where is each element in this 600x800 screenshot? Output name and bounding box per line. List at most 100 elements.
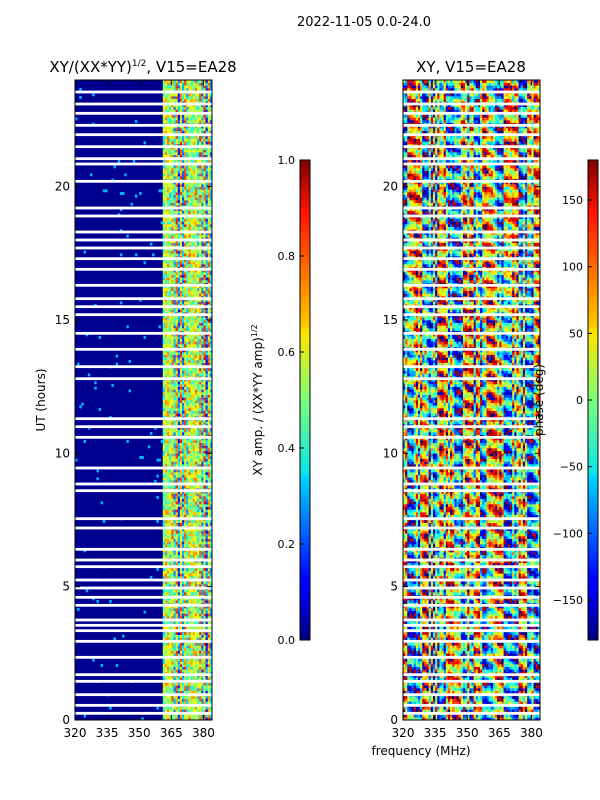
amplitude-cell	[188, 696, 191, 699]
amplitude-cell	[186, 301, 189, 305]
amplitude-cell	[175, 688, 179, 691]
amplitude-cell	[167, 405, 170, 409]
amplitude-cell	[184, 554, 187, 558]
amplitude-cell	[207, 589, 211, 593]
amplitude-cell	[173, 648, 176, 651]
amplitude-cell	[209, 165, 212, 169]
amplitude-cell	[209, 301, 212, 305]
amplitude-cell	[184, 688, 187, 691]
amplitude-cell	[162, 650, 166, 654]
amplitude-cell	[197, 298, 200, 302]
amplitude-cell	[209, 701, 212, 705]
amplitude-cell	[209, 442, 212, 446]
amplitude-cell	[167, 682, 170, 686]
amplitude-cell	[209, 616, 212, 619]
amplitude-cell	[164, 717, 168, 720]
amplitude-cell	[207, 362, 211, 366]
amplitude-cell	[182, 168, 185, 171]
amplitude-cell	[201, 181, 204, 185]
amplitude-cell	[162, 277, 166, 281]
amplitude-cell	[175, 274, 179, 278]
amplitude-cell	[179, 373, 183, 377]
amplitude-cell	[197, 458, 200, 462]
amplitude-cell	[190, 250, 194, 254]
amplitude-cell	[184, 490, 187, 494]
amplitude-cell	[164, 192, 168, 195]
amplitude-cell	[209, 322, 212, 326]
amplitude-cell	[182, 621, 185, 625]
amplitude-cell	[205, 373, 209, 377]
amplitude-cell	[175, 309, 179, 313]
amplitude-cell	[179, 541, 183, 545]
amplitude-cell	[201, 520, 204, 523]
amplitude-cell	[188, 568, 191, 571]
amplitude-cell	[164, 538, 168, 542]
amplitude-cell	[179, 677, 183, 681]
amplitude-cell	[197, 610, 200, 614]
amplitude-cell	[171, 445, 174, 449]
amplitude-cell	[175, 685, 179, 689]
amplitude-cell	[169, 530, 172, 534]
amplitude-cell	[184, 469, 187, 473]
amplitude-cell	[175, 493, 179, 497]
amplitude-cell	[209, 413, 212, 417]
amplitude-cell	[188, 573, 191, 577]
amplitude-cell	[186, 610, 189, 614]
amplitude-cell	[188, 549, 191, 553]
amplitude-cell	[186, 288, 189, 291]
amplitude-cell	[194, 642, 198, 646]
amplitude-cell	[169, 653, 172, 657]
amplitude-cell	[194, 714, 198, 718]
amplitude-cell	[164, 493, 168, 497]
amplitude-cell	[209, 498, 212, 502]
amplitude-cell	[186, 533, 189, 537]
amplitude-cell	[201, 464, 204, 467]
amplitude-cell	[186, 653, 189, 657]
amplitude-cell	[177, 669, 181, 673]
amplitude-cell	[209, 202, 212, 206]
amplitude-cell	[203, 450, 206, 454]
amplitude-cell	[182, 461, 185, 465]
amplitude-cell	[179, 506, 183, 510]
amplitude-cell	[173, 661, 176, 665]
amplitude-cell	[182, 373, 185, 377]
amplitude-cell	[164, 226, 168, 230]
amplitude-cell	[192, 224, 196, 227]
amplitude-cell	[100, 501, 104, 505]
amplitude-cell	[182, 682, 185, 686]
amplitude-cell	[162, 186, 166, 190]
amplitude-cell	[197, 322, 200, 326]
amplitude-cell	[167, 600, 170, 603]
amplitude-cell	[203, 506, 206, 510]
amplitude-cell	[188, 552, 191, 555]
amplitude-cell	[197, 253, 200, 257]
amplitude-cell	[171, 477, 174, 481]
amplitude-cell	[207, 197, 211, 201]
amplitude-cell	[203, 253, 206, 257]
amplitude-cell	[179, 301, 183, 305]
amplitude-cell	[186, 381, 189, 385]
amplitude-cell	[205, 258, 209, 262]
amplitude-cell	[197, 717, 200, 720]
amplitude-cell	[169, 317, 172, 321]
amplitude-cell	[177, 306, 181, 310]
amplitude-cell	[169, 592, 172, 595]
amplitude-cell	[199, 506, 202, 510]
amplitude-cell	[188, 685, 191, 689]
amplitude-cell	[186, 666, 189, 670]
amplitude-cell	[205, 336, 209, 339]
amplitude-cell	[167, 530, 170, 534]
amplitude-cell	[186, 349, 189, 353]
amplitude-cell	[190, 717, 194, 720]
amplitude-cell	[197, 541, 200, 545]
amplitude-cell	[179, 493, 183, 497]
amplitude-cell	[190, 408, 194, 411]
amplitude-cell	[209, 512, 212, 515]
amplitude-cell	[199, 250, 202, 254]
amplitude-cell	[177, 592, 181, 595]
amplitude-cell	[190, 522, 194, 526]
amplitude-cell	[164, 509, 168, 513]
amplitude-cell	[186, 464, 189, 467]
amplitude-cell	[190, 328, 194, 331]
amplitude-cell	[177, 154, 181, 158]
